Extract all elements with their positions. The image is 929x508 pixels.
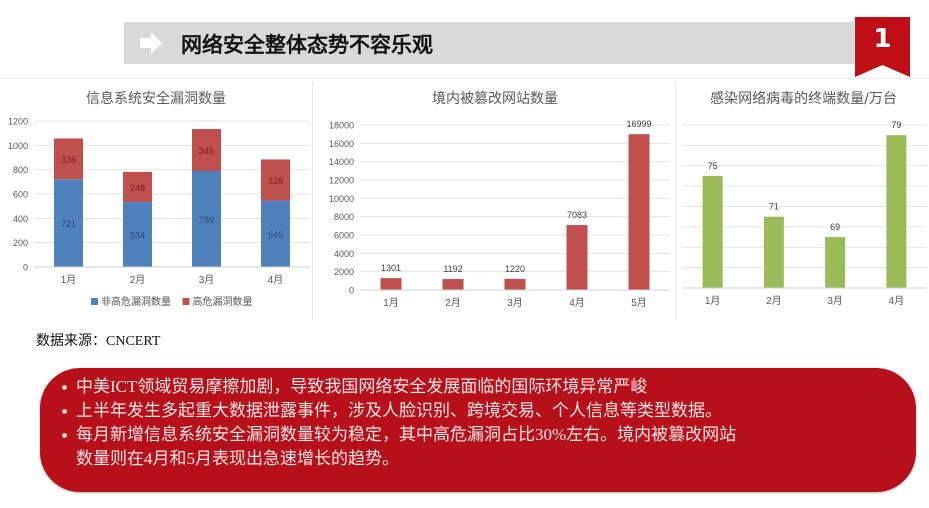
data-label: 16999 bbox=[626, 119, 651, 129]
bar-segment bbox=[192, 171, 221, 267]
arrow-right-icon bbox=[140, 32, 162, 54]
y-tick-label: 1200 bbox=[8, 117, 28, 127]
bar bbox=[628, 134, 650, 290]
legend-label: 非高危漏洞数量 bbox=[101, 295, 171, 308]
data-label: 345 bbox=[199, 146, 214, 156]
x-tick-label: 2月 bbox=[130, 274, 146, 286]
vulnerability-chart-panel: 信息系统安全漏洞数量 0 200 400 600 800 1000 1200 721 336 1月… bbox=[0, 82, 313, 320]
y-tick-label: 200 bbox=[13, 238, 28, 248]
bar bbox=[566, 225, 588, 290]
bar-segment bbox=[54, 179, 83, 267]
y-tick-label: 2000 bbox=[334, 267, 354, 277]
data-label: 336 bbox=[61, 155, 76, 165]
page-title: 网络安全整体态势不容乐观 bbox=[181, 33, 433, 57]
x-tick-label: 1月 bbox=[705, 295, 721, 307]
data-label: 75 bbox=[708, 161, 718, 171]
summary-callout: 中美ICT领域贸易摩擦加剧，导致我国网络安全发展面临的国际环境异常严峻 上半年发… bbox=[40, 368, 916, 492]
ribbon-badge-icon bbox=[855, 17, 910, 77]
defaced-sites-chart-panel: 境内被篡改网站数量 0 2000 4000 6000 8000 10000 12000 140… bbox=[315, 82, 676, 320]
bar bbox=[886, 135, 907, 288]
infected-terminals-chart: 75 1月 71 2月 69 3月 79 4月 bbox=[682, 120, 927, 307]
section-number: 1 bbox=[873, 24, 892, 54]
x-tick-label: 3月 bbox=[827, 295, 843, 307]
bar bbox=[825, 237, 846, 288]
y-tick-label: 400 bbox=[13, 214, 28, 224]
x-tick-label: 2月 bbox=[445, 297, 461, 309]
data-label: 1192 bbox=[443, 264, 462, 274]
x-tick-label: 1月 bbox=[383, 297, 399, 309]
y-tick-label: 14000 bbox=[329, 157, 354, 167]
x-tick-label: 3月 bbox=[507, 297, 523, 309]
x-tick-label: 5月 bbox=[631, 297, 647, 309]
y-tick-label: 10000 bbox=[329, 194, 354, 204]
data-label: 69 bbox=[830, 222, 840, 232]
bar-segment bbox=[54, 138, 83, 180]
x-tick-label: 4月 bbox=[889, 295, 905, 307]
data-label: 79 bbox=[891, 120, 901, 130]
bar bbox=[442, 279, 464, 290]
x-tick-label: 3月 bbox=[199, 274, 215, 286]
bar-segment bbox=[261, 200, 290, 267]
data-label: 71 bbox=[769, 202, 779, 212]
data-source: 数据来源：CNCERT bbox=[36, 334, 161, 349]
data-label: 721 bbox=[61, 219, 76, 229]
data-label: 534 bbox=[130, 231, 145, 241]
x-tick-label: 4月 bbox=[569, 297, 585, 309]
legend-swatch-icon bbox=[182, 298, 190, 305]
infected-terminals-chart-panel: 感染网络病毒的终端数量/万台 75 1月 71 2月 69 3月 79 4月 bbox=[678, 82, 929, 320]
bullet-icon bbox=[62, 409, 67, 414]
bar-segment bbox=[123, 171, 152, 203]
bar-segment bbox=[192, 129, 221, 172]
chart-title: 境内被篡改网站数量 bbox=[432, 91, 558, 107]
x-tick-label: 4月 bbox=[268, 274, 284, 286]
y-tick-label: 8000 bbox=[334, 212, 354, 222]
chart-title: 感染网络病毒的终端数量/万台 bbox=[710, 91, 897, 107]
y-tick-label: 0 bbox=[349, 286, 354, 296]
divider bbox=[0, 78, 929, 79]
y-tick-label: 800 bbox=[13, 165, 28, 175]
data-label: 338 bbox=[268, 176, 283, 186]
y-tick-label: 1000 bbox=[8, 141, 28, 151]
legend-swatch-icon bbox=[91, 298, 98, 305]
y-tick-label: 16000 bbox=[329, 139, 354, 149]
bar bbox=[763, 216, 784, 288]
vulnerability-chart: 0 200 400 600 800 1000 1200 721 336 1月 534 248 2月 789… bbox=[8, 117, 310, 308]
bar bbox=[380, 278, 402, 290]
y-tick-label: 0 bbox=[23, 263, 28, 273]
data-label: 546 bbox=[268, 230, 283, 240]
bar bbox=[702, 175, 723, 288]
bar-segment bbox=[123, 202, 152, 267]
y-tick-label: 6000 bbox=[334, 231, 354, 241]
x-tick-label: 1月 bbox=[61, 274, 77, 286]
data-label: 1301 bbox=[381, 263, 401, 273]
y-tick-label: 12000 bbox=[329, 176, 354, 186]
y-tick-label: 4000 bbox=[334, 249, 354, 259]
y-tick-label: 18000 bbox=[329, 121, 354, 131]
data-label: 789 bbox=[199, 215, 214, 225]
x-tick-label: 2月 bbox=[766, 295, 782, 307]
legend-label: 高危漏洞数量 bbox=[193, 295, 253, 308]
y-tick-label: 600 bbox=[13, 190, 28, 200]
chart-title: 信息系统安全漏洞数量 bbox=[86, 91, 226, 107]
bar-segment bbox=[261, 159, 290, 201]
header-bar bbox=[124, 22, 854, 64]
defaced-sites-chart: 0 2000 4000 6000 8000 10000 12000 14000 16000 180… bbox=[329, 119, 670, 309]
bar bbox=[504, 278, 526, 290]
data-label: 248 bbox=[130, 183, 145, 193]
data-label: 7083 bbox=[567, 210, 587, 220]
bullet-icon bbox=[62, 385, 67, 390]
bullet-icon bbox=[62, 433, 67, 438]
data-label: 1220 bbox=[505, 264, 525, 274]
